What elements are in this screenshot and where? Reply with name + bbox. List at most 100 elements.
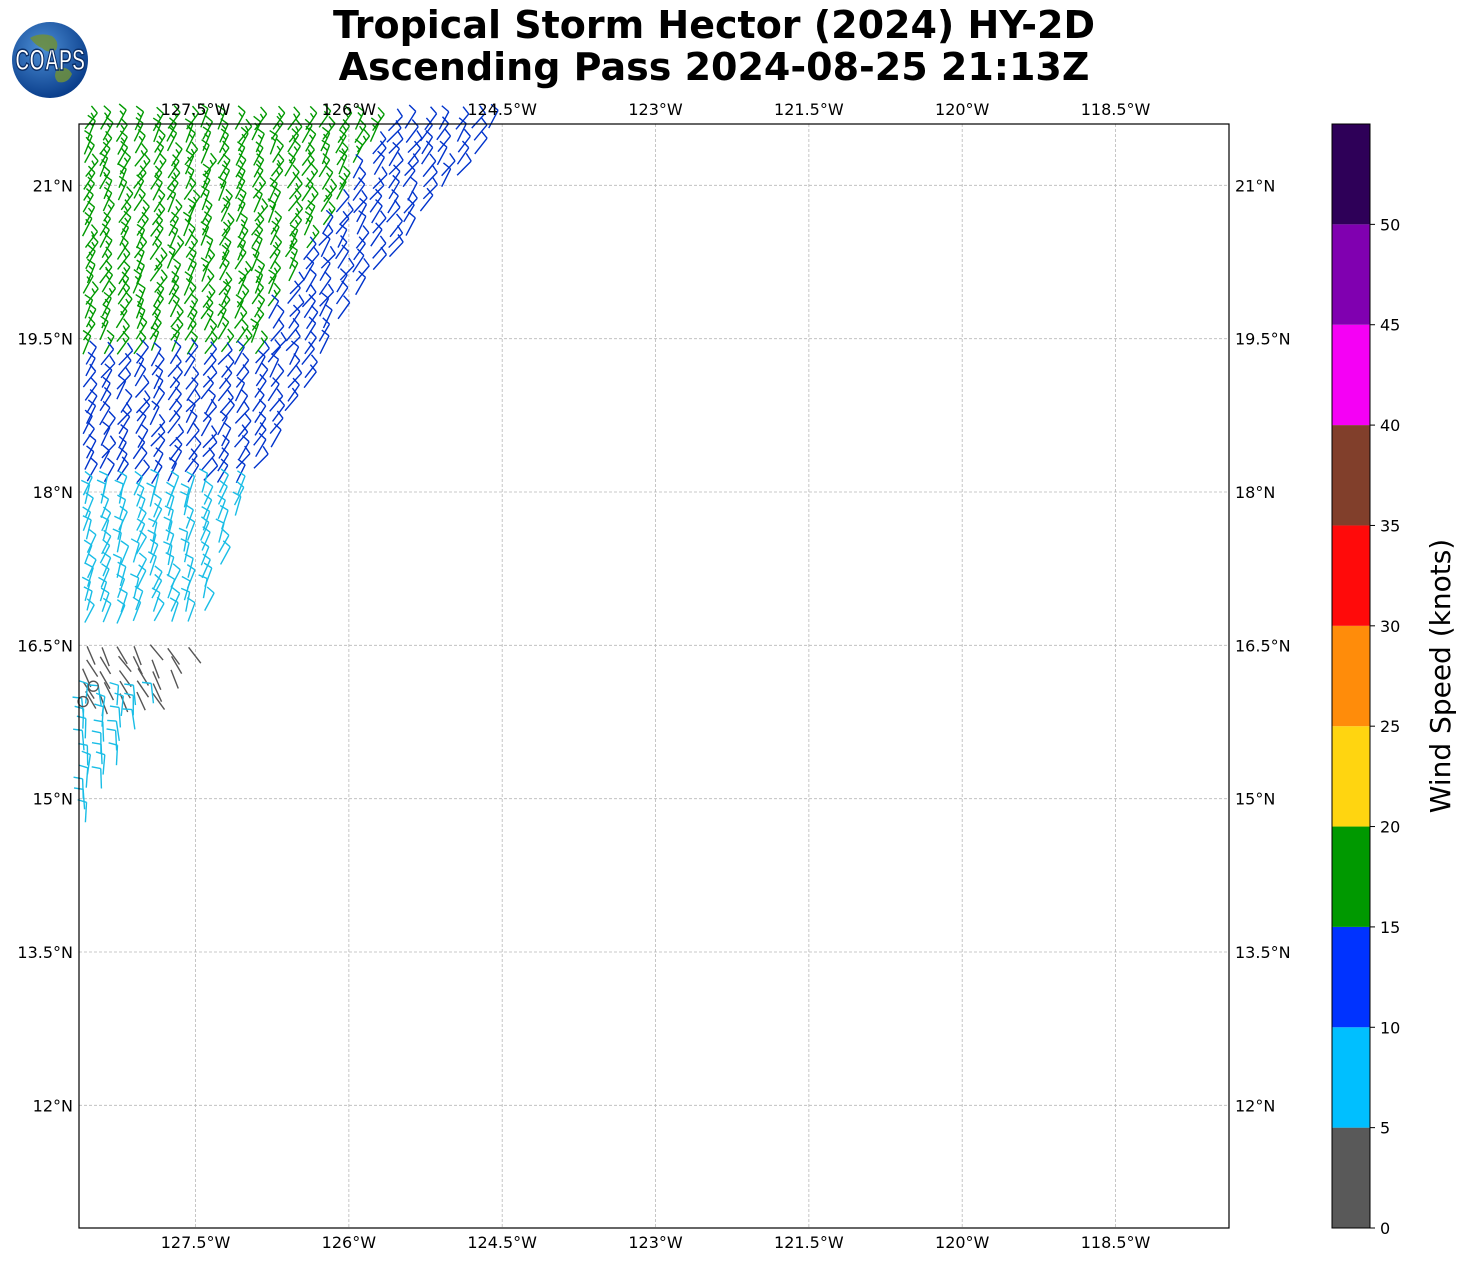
wind-barb	[86, 553, 97, 579]
wind-barb	[150, 423, 166, 447]
wind-barb	[116, 573, 126, 599]
wind-barb	[82, 681, 95, 700]
wind-barb	[218, 365, 233, 390]
wind-barb	[200, 516, 210, 541]
wind-barb	[322, 303, 333, 329]
lat-tick-label-right: 19.5°N	[1235, 330, 1291, 349]
wind-barb	[217, 377, 232, 402]
wind-barb	[272, 105, 286, 130]
wind-barb	[287, 106, 301, 131]
colorbar-tick-label: 50	[1380, 215, 1400, 234]
wind-barb	[233, 424, 249, 448]
landmass-shape	[30, 34, 72, 83]
wind-barb	[268, 294, 280, 319]
wind-barb	[165, 552, 175, 577]
wind-barb	[219, 244, 230, 269]
wind-barb	[219, 153, 231, 178]
wind-barb	[148, 517, 158, 543]
wind-barb	[319, 329, 330, 355]
wind-barb	[303, 364, 317, 389]
wind-barb	[235, 364, 250, 388]
wind-barb	[118, 655, 132, 673]
wind-barb	[133, 470, 143, 496]
wind-barb	[234, 245, 247, 270]
wind-barb	[81, 750, 92, 775]
wind-barb	[147, 529, 157, 554]
lon-tick-label-bottom: 121.5°W	[774, 1233, 844, 1252]
wind-barb	[100, 421, 111, 446]
wind-barb	[150, 165, 163, 190]
lat-tick-label-right: 15°N	[1235, 790, 1275, 809]
wind-barb	[151, 659, 160, 679]
wind-barb	[186, 471, 196, 496]
wind-barb	[78, 680, 89, 704]
wind-barb	[171, 444, 183, 470]
wind-barb	[153, 493, 162, 518]
wind-barb	[270, 318, 285, 342]
wind-barb	[237, 126, 249, 152]
wind-barb	[149, 235, 163, 260]
wind-barb	[200, 257, 210, 282]
wind-barb	[151, 573, 163, 599]
wind-barb	[91, 730, 102, 753]
wind-barb	[287, 280, 301, 304]
wind-barb	[254, 233, 263, 258]
wind-barb	[185, 398, 196, 423]
wind-barb	[81, 211, 93, 237]
wind-barb	[318, 152, 331, 178]
wind-barb	[99, 130, 113, 155]
wind-barb	[251, 163, 264, 188]
wind-barb	[147, 551, 157, 576]
wind-barb	[339, 105, 353, 130]
wind-barb	[337, 295, 351, 320]
wind-barb	[301, 142, 315, 166]
wind-barb	[85, 492, 94, 517]
wind-barb	[267, 269, 277, 295]
wind-barb	[253, 153, 265, 178]
wind-barb	[269, 388, 284, 412]
wind-barb	[100, 105, 112, 130]
wind-barb	[151, 587, 161, 612]
wind-barb	[84, 376, 98, 401]
wind-barb	[187, 197, 197, 223]
wind-barb	[217, 140, 230, 165]
wind-barb	[405, 119, 419, 143]
wind-barb	[305, 105, 318, 131]
wind-barb	[287, 128, 300, 153]
wind-barb	[269, 353, 280, 378]
wind-barb	[187, 246, 197, 271]
graticule	[79, 124, 1229, 1228]
wind-barb	[185, 366, 200, 390]
wind-barb	[136, 493, 146, 519]
wind-barb	[166, 165, 181, 190]
wind-barb	[137, 282, 146, 307]
wind-barb	[135, 530, 147, 555]
wind-barb	[136, 564, 147, 589]
wind-barb	[135, 409, 147, 435]
colorbar-bin	[1332, 926, 1370, 1028]
wind-barb	[388, 234, 404, 258]
wind-barb	[136, 459, 151, 484]
wind-barb	[306, 224, 320, 249]
wind-barb	[154, 128, 166, 153]
wind-barb	[109, 681, 120, 706]
wind-barb	[82, 470, 93, 496]
wind-barb	[319, 283, 335, 307]
wind-barb	[254, 198, 269, 222]
wind-barb	[102, 597, 112, 623]
wind-barb	[217, 480, 228, 505]
wind-barb	[318, 223, 334, 246]
wind-barb	[301, 284, 317, 308]
wind-barb	[271, 331, 287, 355]
wind-barb	[187, 458, 200, 483]
wind-barb	[98, 576, 108, 602]
wind-barb	[203, 306, 214, 331]
wind-barb	[85, 351, 96, 377]
wind-barb	[100, 341, 115, 366]
wind-barb	[339, 257, 355, 281]
wind-barb	[187, 257, 197, 283]
wind-barb	[250, 246, 260, 272]
wind-barb	[221, 421, 232, 447]
wind-barb	[372, 140, 387, 164]
wind-barb	[202, 352, 217, 376]
